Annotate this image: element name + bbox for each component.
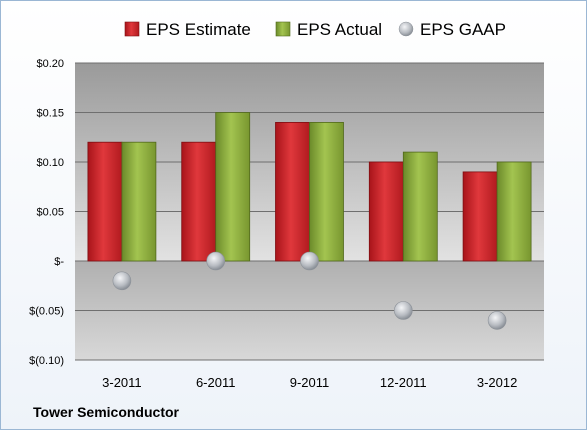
legend-swatch-actual — [275, 21, 291, 37]
legend-swatch-estimate — [124, 21, 140, 37]
bar-eps-actual — [215, 112, 251, 262]
bar-eps-actual — [496, 161, 532, 262]
bar-eps-estimate — [275, 122, 310, 262]
y-tick-label: $0.05 — [36, 207, 64, 219]
x-tick-label: 12-2011 — [380, 375, 427, 390]
y-tick-label: $0.15 — [36, 108, 64, 120]
x-tick-label: 6-2011 — [196, 375, 236, 390]
x-tick-label: 3-2011 — [102, 375, 142, 390]
legend-label: EPS Estimate — [146, 20, 251, 39]
y-tick-label: $- — [54, 256, 64, 268]
bar-eps-estimate — [87, 141, 123, 262]
marker-eps-gaap — [112, 271, 132, 291]
plot-area — [75, 62, 544, 361]
y-tick-label: $0.20 — [36, 58, 64, 70]
marker-eps-gaap — [487, 311, 507, 330]
y-tick-label: $(0.05) — [29, 306, 64, 318]
bar-eps-actual — [121, 141, 157, 262]
bar-eps-actual — [402, 151, 438, 262]
y-tick-label: $(0.10) — [29, 355, 64, 367]
bar-eps-estimate — [368, 161, 404, 262]
marker-eps-gaap — [206, 251, 225, 271]
x-tick-label: 3-2012 — [477, 375, 517, 390]
bar-eps-estimate — [462, 171, 498, 262]
legend-label: EPS GAAP — [420, 20, 506, 39]
x-tick-label: 9-2011 — [290, 375, 330, 390]
marker-eps-gaap — [300, 251, 319, 271]
legend-swatch-gaap — [398, 21, 414, 37]
y-axis: $0.20 $0.15 $0.10 $0.05 $- $(0.05) $(0.10) — [29, 58, 64, 367]
company-name: Tower Semiconductor — [33, 404, 180, 420]
bar-eps-actual — [309, 122, 344, 262]
legend-label: EPS Actual — [297, 20, 382, 39]
bar-eps-estimate — [181, 141, 217, 262]
x-axis: 3-2011 6-2011 9-2011 12-2011 3-2012 — [102, 375, 517, 390]
y-tick-label: $0.10 — [36, 157, 64, 169]
legend: EPS Estimate EPS Actual EPS GAAP — [124, 20, 506, 39]
marker-eps-gaap — [393, 301, 413, 320]
